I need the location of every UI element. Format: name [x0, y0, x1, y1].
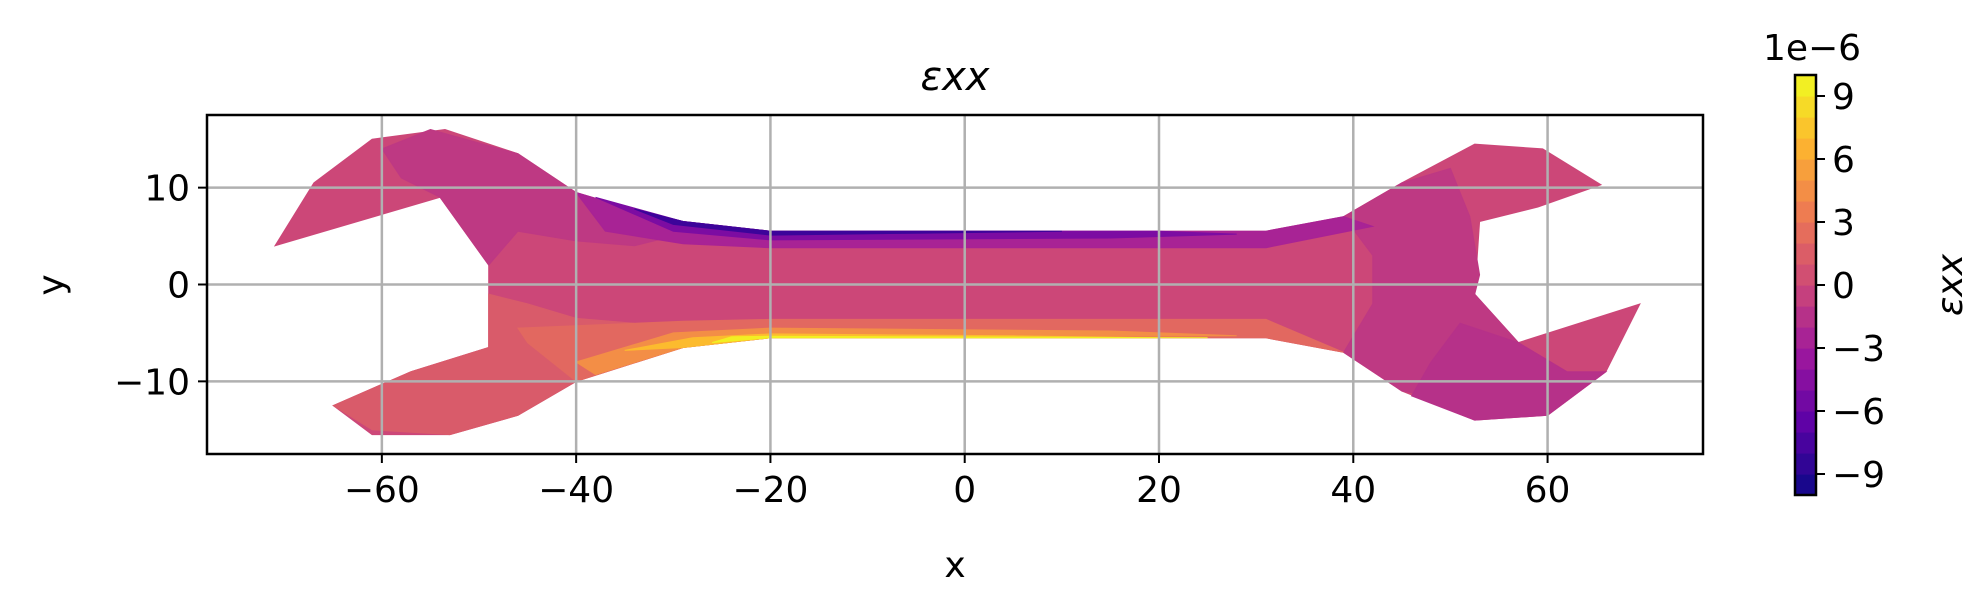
colorbar-gradient — [1795, 75, 1816, 496]
colorbar-band — [1795, 222, 1816, 244]
contour-region-bottom-edge-4 — [711, 335, 1208, 344]
colorbar-band — [1795, 96, 1816, 118]
contour-region-top-edge-3 — [634, 208, 1062, 236]
colorbar-band — [1795, 285, 1816, 307]
wrench-contour-field — [273, 128, 1641, 436]
colorbar-offset-text: 1e−6 — [1763, 28, 1861, 69]
contour-region-top-edge-1 — [574, 191, 1375, 249]
colorbar-label: εxx — [1930, 253, 1971, 316]
colorbar-band — [1795, 138, 1816, 160]
y-axis-ticks: −10 0 10 — [114, 169, 207, 403]
x-axis-label: x — [944, 545, 965, 586]
colorbar-band — [1795, 474, 1816, 496]
colorbar-tick-label: −9 — [1832, 455, 1885, 496]
x-tick-label: −60 — [344, 470, 420, 511]
x-axis-ticks: −60 −40 −20 0 20 40 60 — [344, 454, 1571, 511]
y-tick-label: 10 — [144, 169, 190, 210]
colorbar-band — [1795, 369, 1816, 391]
colorbar-band — [1795, 159, 1816, 181]
colorbar-band — [1795, 348, 1816, 370]
colorbar-band — [1795, 306, 1816, 328]
y-tick-label: 0 — [167, 266, 190, 307]
colorbar-band — [1795, 390, 1816, 412]
y-axis-label: y — [31, 274, 72, 295]
chart-title: εxx — [921, 54, 990, 100]
colorbar-ticks: 9 6 3 0 −3 −6 −9 — [1816, 77, 1885, 496]
colorbar-tick-label: 9 — [1832, 77, 1855, 118]
x-tick-label: 20 — [1136, 470, 1182, 511]
x-tick-label: −40 — [538, 470, 614, 511]
grid-lines — [207, 115, 1703, 454]
colorbar-tick-label: −6 — [1832, 392, 1885, 433]
x-tick-label: 60 — [1525, 470, 1571, 511]
colorbar-band — [1795, 453, 1816, 475]
colorbar-tick-label: 3 — [1832, 203, 1855, 244]
colorbar-tick-label: 0 — [1832, 266, 1855, 307]
x-tick-label: 40 — [1330, 470, 1376, 511]
colorbar-band — [1795, 180, 1816, 202]
colorbar-band — [1795, 75, 1816, 97]
colorbar-tick-label: −3 — [1832, 329, 1885, 370]
colorbar-band — [1795, 201, 1816, 223]
colorbar-band — [1795, 411, 1816, 433]
x-tick-label: 0 — [953, 470, 976, 511]
colorbar-tick-label: 6 — [1832, 140, 1855, 181]
colorbar-band — [1795, 243, 1816, 265]
colorbar-band — [1795, 432, 1816, 454]
colorbar: 9 6 3 0 −3 −6 −9 1e−6 εxx — [1763, 28, 1971, 497]
colorbar-band — [1795, 117, 1816, 139]
x-tick-label: −20 — [732, 470, 808, 511]
colorbar-band — [1795, 264, 1816, 286]
colorbar-band — [1795, 327, 1816, 349]
y-tick-label: −10 — [114, 362, 190, 403]
